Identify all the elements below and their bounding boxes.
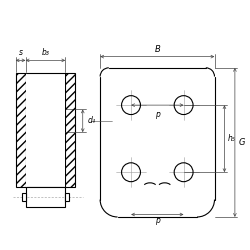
Text: h₅: h₅ [228, 134, 236, 143]
Text: p: p [155, 110, 160, 118]
Bar [26, 73, 65, 187]
Text: b₃: b₃ [42, 48, 50, 58]
Text: p: p [155, 216, 160, 226]
Text: s: s [18, 48, 22, 58]
Bar [26, 187, 65, 207]
Text: B: B [154, 45, 160, 54]
Text: G: G [238, 138, 245, 147]
Bar [65, 73, 75, 187]
Bar [16, 73, 26, 187]
Bar [22, 192, 26, 202]
Bar [65, 192, 69, 202]
Bar [16, 73, 26, 187]
Text: d₄: d₄ [87, 116, 95, 125]
Bar [65, 73, 75, 187]
